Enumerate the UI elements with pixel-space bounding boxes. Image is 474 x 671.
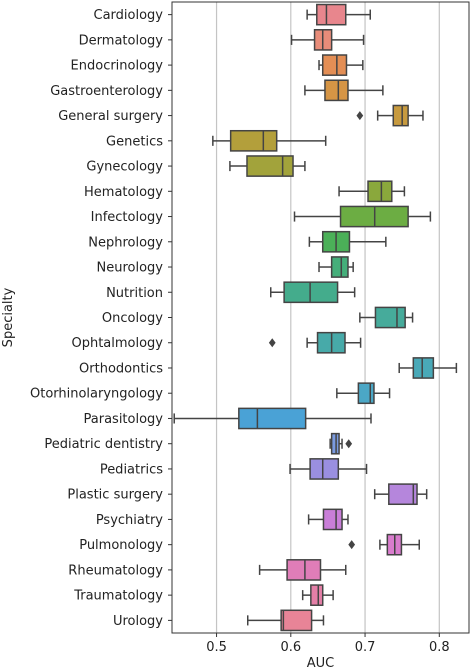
category-label: Infectology [91,210,164,225]
category-labels: Cardiology Dermatology Endocrinology Gastro… [30,8,172,629]
category-label: Nutrition [106,286,163,301]
iqr-box [309,458,340,480]
iqr-box [367,180,393,203]
iqr-box [238,407,307,430]
category-label: General surgery [58,109,163,124]
category-label: Genetics [106,134,163,149]
box-hematology [338,180,406,203]
category-label: Cardiology [94,8,164,23]
box-ophtalmology [268,331,362,354]
box-pediatrics [289,458,368,480]
x-tick-label: 0.5 [206,640,227,655]
box-otorhinolaryngology [336,382,391,405]
box-traumatology [301,584,334,606]
iqr-box [321,54,348,76]
box-pulmonology [348,533,421,556]
iqr-box [229,129,278,152]
category-label: Otorhinolaryngology [30,387,163,402]
box-cardiology [306,3,371,26]
box-genetics [212,129,327,152]
iqr-box [324,79,349,102]
category-label: Gastroenterology [50,84,163,99]
iqr-box [374,306,406,329]
iqr-box [316,3,347,26]
iqr-box [246,155,294,177]
box-general-surgery [356,104,424,127]
iqr-box [280,609,313,632]
outlier-marker [345,439,353,449]
category-label: Rheumatology [68,563,163,578]
box-orthodontics [398,357,458,379]
iqr-box [310,584,324,606]
category-label: Plastic surgery [67,488,163,503]
category-label: Hematology [84,185,163,200]
category-label: Gynecology [86,160,163,175]
x-tick-label: 0.7 [355,640,376,655]
iqr-box [330,256,349,278]
category-label: Neurology [97,261,164,276]
box-gastroenterology [304,79,384,102]
category-label: Pediatrics [100,462,163,477]
box-endocrinology [318,54,364,76]
category-label: Ophtalmology [71,336,163,351]
box-nutrition [270,281,356,304]
outlier-marker [268,338,276,348]
box-infectology [293,205,432,228]
category-label: Oncology [102,311,163,326]
category-label: Endocrinology [71,59,164,74]
x-tick-label: 0.6 [280,640,301,655]
iqr-box [412,357,435,379]
category-label: Orthodontics [79,361,163,376]
category-label: Nephrology [88,235,163,250]
iqr-box [357,382,375,405]
iqr-box [388,483,418,506]
outlier-marker [356,111,364,121]
box-psychiatry [307,508,349,531]
category-label: Urology [113,614,163,629]
box-nephrology [308,230,387,253]
x-axis-ticks: 0.5 0.6 0.7 0.8 [206,633,450,655]
box-plastic-surgery [373,483,428,506]
category-label: Pulmonology [79,538,163,553]
box-neurology [318,256,354,278]
y-axis-title: Specialty [1,287,16,347]
x-axis-title: AUC [307,656,335,671]
category-label: Parasitology [84,412,164,427]
x-tick-label: 0.8 [429,640,450,655]
outlier-marker [348,540,356,550]
category-label: Dermatology [79,33,164,48]
iqr-box [286,559,322,581]
category-label: Pediatric dentistry [44,437,163,452]
box-rheumatology [258,559,347,581]
plot-area-frame [171,1,470,634]
box-parasitology [173,407,372,430]
iqr-box [322,508,343,531]
box-oncology [359,306,414,329]
box-pediatric-dentistry [329,432,353,455]
box-gynecology [229,155,306,177]
box-urology [246,609,325,632]
category-label: Traumatology [73,589,163,604]
category-label: Psychiatry [96,513,163,528]
box-dermatology [290,29,365,51]
iqr-box [392,104,409,127]
box-plot-series [173,3,458,632]
